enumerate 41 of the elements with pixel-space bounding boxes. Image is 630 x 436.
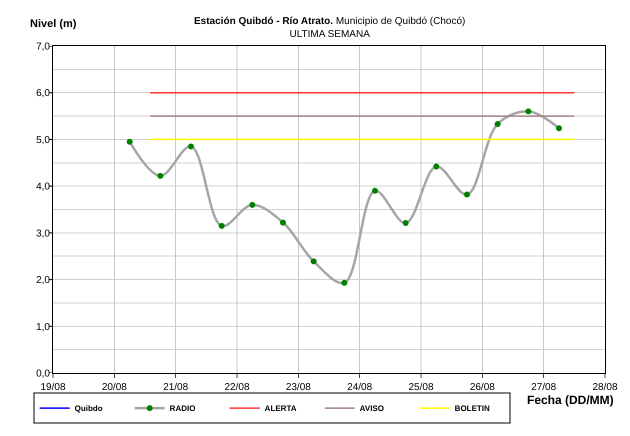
x-tick-label: 27/08 <box>531 382 557 393</box>
y-tick-label: 4,0 <box>36 182 50 193</box>
x-tick-label: 28/08 <box>592 382 618 393</box>
legend-label: AVISO <box>360 404 384 414</box>
y-tick-label: 2,0 <box>36 275 50 286</box>
x-tick-label: 21/08 <box>163 382 189 393</box>
x-tick-label: 23/08 <box>286 382 312 393</box>
point <box>372 188 378 194</box>
x-axis-title: Fecha (DD/MM) <box>527 393 614 407</box>
point <box>157 172 164 179</box>
point <box>464 192 470 198</box>
legend-label: Quibdo <box>74 404 103 414</box>
point <box>402 220 409 226</box>
x-tick-label: 19/08 <box>40 382 66 393</box>
y-axis-title: Nivel (m) <box>30 18 77 30</box>
chart-title: Estación Quibdó - Río Atrato. <box>194 16 334 27</box>
x-tick-label: 26/08 <box>470 382 496 393</box>
point <box>249 202 256 208</box>
y-tick-label: 6,0 <box>36 88 50 100</box>
point <box>494 121 501 128</box>
y-tick-label: 1,0 <box>36 322 50 333</box>
x-tick-label: 22/08 <box>224 382 250 393</box>
legend-label: ALERTA <box>264 404 297 414</box>
legend-label: BOLETIN <box>454 404 490 414</box>
point <box>556 125 562 132</box>
x-tick-label: 24/08 <box>347 382 373 393</box>
y-tick-label: 7,0 <box>36 42 50 52</box>
point <box>218 222 225 229</box>
y-tick-label: 3,0 <box>36 228 50 240</box>
legend-label: RADIO <box>170 404 196 414</box>
point <box>433 164 440 170</box>
point <box>341 280 348 286</box>
point <box>126 138 133 145</box>
y-tick-label: 0,0 <box>36 368 50 380</box>
y-tick-label: 5,0 <box>36 134 50 146</box>
point <box>188 143 194 150</box>
point <box>280 220 286 226</box>
point <box>310 258 317 264</box>
x-tick-label: 20/08 <box>102 382 128 393</box>
point <box>525 108 532 114</box>
x-tick-label: 25/08 <box>408 382 434 393</box>
